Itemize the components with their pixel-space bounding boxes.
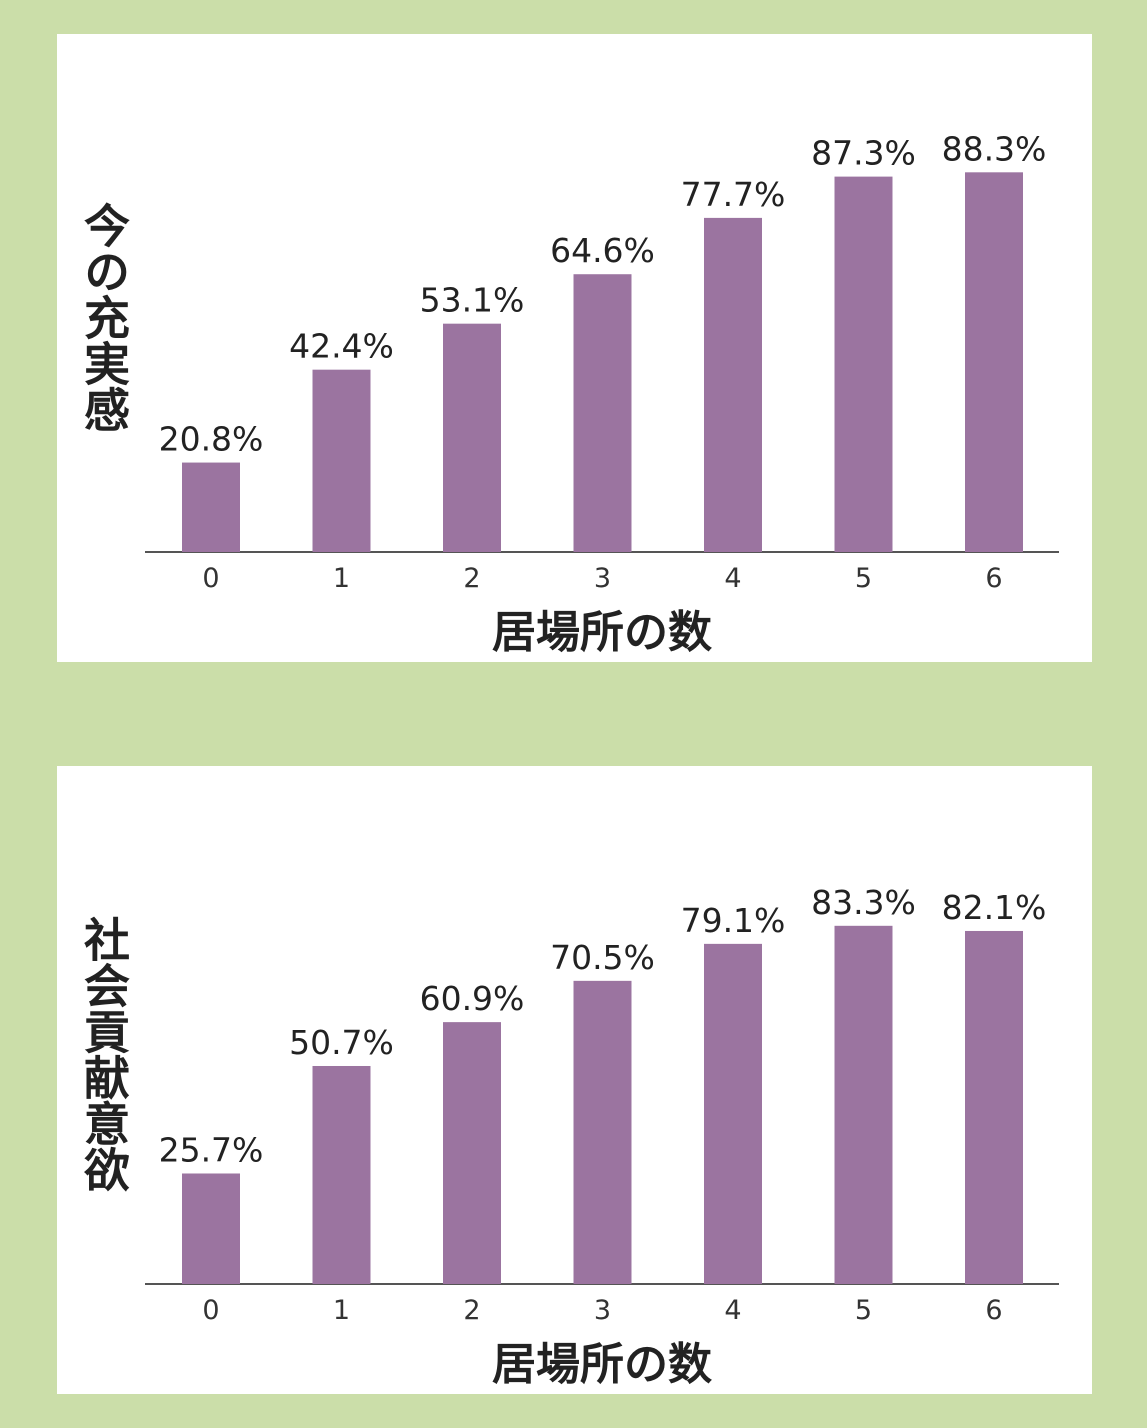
- bar-4: [704, 217, 762, 552]
- value-label-1: 42.4%: [289, 327, 394, 366]
- bar-chart-fulfillment: 20.8% 0 42.4% 1 53.1% 2 64.6% 3 77.7% 4 87.3% 5 88.3…: [145, 129, 1059, 594]
- bar-3: [573, 980, 632, 1284]
- y-axis-label: 社会貢献意欲: [77, 916, 131, 1192]
- value-label-5: 87.3%: [811, 134, 916, 173]
- tick-label-3: 3: [594, 563, 611, 594]
- tick-label-2: 2: [463, 563, 480, 594]
- bar-5: [834, 925, 893, 1284]
- value-label-6: 82.1%: [942, 888, 1047, 927]
- bar-2: [443, 1022, 501, 1284]
- tick-label-0: 0: [202, 1295, 219, 1326]
- value-label-4: 79.1%: [681, 901, 786, 940]
- tick-label-5: 5: [855, 1295, 872, 1326]
- bar-2: [443, 323, 501, 552]
- chart-panel-social-contribution: 社会貢献意欲 25.7% 0 50.7% 1 60.9% 2 70.5% 3 79.1% 4 83.…: [57, 766, 1092, 1394]
- value-label-5: 83.3%: [811, 883, 916, 922]
- bar-0: [182, 462, 240, 552]
- x-axis-label: 居場所の数: [492, 607, 712, 658]
- bar-0: [182, 1173, 240, 1284]
- value-label-2: 53.1%: [420, 281, 525, 320]
- tick-label-5: 5: [855, 563, 872, 594]
- bar-1: [312, 1065, 371, 1284]
- tick-label-3: 3: [594, 1295, 611, 1326]
- bar-3: [573, 274, 632, 552]
- bar-4: [704, 943, 762, 1284]
- x-axis-label: 居場所の数: [492, 1339, 712, 1390]
- value-label-0: 25.7%: [159, 1130, 264, 1169]
- y-axis-label: 今の充実感: [77, 202, 131, 432]
- value-label-6: 88.3%: [942, 129, 1047, 168]
- bar-5: [834, 176, 893, 553]
- tick-label-4: 4: [724, 563, 741, 594]
- bar-1: [312, 369, 371, 552]
- value-label-4: 77.7%: [681, 175, 786, 214]
- bar-6: [965, 930, 1023, 1284]
- value-label-0: 20.8%: [159, 420, 264, 459]
- tick-label-6: 6: [985, 1295, 1002, 1326]
- value-label-2: 60.9%: [420, 979, 525, 1018]
- tick-label-1: 1: [333, 1295, 350, 1326]
- bar-6: [965, 172, 1023, 552]
- tick-label-2: 2: [463, 1295, 480, 1326]
- bar-chart-social-contribution: 25.7% 0 50.7% 1 60.9% 2 70.5% 3 79.1% 4 83.3% 5 82.1…: [145, 883, 1059, 1326]
- tick-label-6: 6: [985, 563, 1002, 594]
- tick-label-1: 1: [333, 563, 350, 594]
- tick-label-0: 0: [202, 563, 219, 594]
- tick-label-4: 4: [724, 1295, 741, 1326]
- value-label-3: 70.5%: [550, 938, 655, 977]
- chart-panel-fulfillment: 今の充実感 20.8% 0 42.4% 1 53.1% 2 64.6% 3 77.7% 4 87.3…: [57, 34, 1092, 662]
- value-label-3: 64.6%: [550, 231, 655, 270]
- value-label-1: 50.7%: [289, 1023, 394, 1062]
